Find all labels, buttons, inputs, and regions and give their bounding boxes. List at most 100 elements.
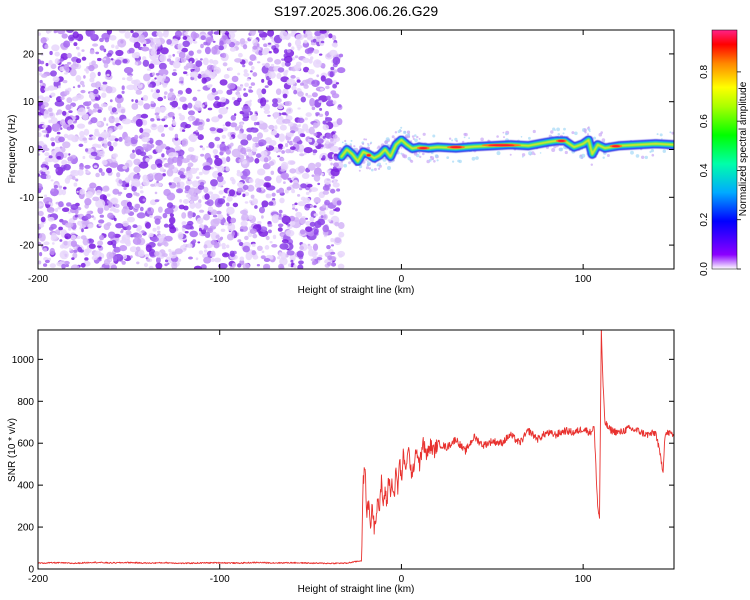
noise-blob	[309, 187, 319, 193]
signal-halo	[419, 155, 422, 159]
noise-blob	[111, 44, 115, 49]
noise-blob	[217, 175, 224, 183]
signal-halo	[436, 159, 439, 162]
noise-blob	[60, 53, 69, 61]
noise-blob	[250, 70, 253, 73]
noise-blob	[268, 124, 275, 130]
spectrogram-xlabel: Height of straight line (km)	[298, 285, 415, 296]
signal-halo	[402, 154, 406, 158]
noise-blob	[45, 62, 49, 67]
signal-halo	[532, 129, 536, 134]
noise-blob	[226, 202, 230, 207]
noise-blob	[90, 82, 98, 88]
noise-blob	[165, 146, 171, 150]
noise-blob	[134, 134, 139, 140]
noise-blob	[50, 70, 57, 77]
noise-blob	[256, 43, 260, 47]
noise-blob	[210, 239, 218, 245]
noise-blob	[49, 50, 53, 56]
noise-blob	[283, 181, 286, 185]
noise-blob	[332, 134, 338, 139]
noise-blob	[259, 47, 264, 51]
signal-halo	[394, 131, 398, 134]
noise-blob	[216, 128, 224, 134]
noise-blob	[38, 183, 43, 189]
signal-halo	[341, 141, 344, 144]
noise-blob	[313, 197, 321, 204]
noise-blob	[276, 72, 282, 79]
noise-blob	[166, 256, 171, 261]
noise-blob	[263, 258, 271, 262]
signal-halo	[451, 139, 454, 142]
noise-blob	[332, 178, 338, 185]
noise-blob	[182, 40, 190, 47]
signal-halo	[480, 137, 484, 142]
noise-blob	[142, 94, 149, 102]
noise-blob	[254, 183, 261, 189]
noise-blob	[229, 136, 233, 140]
noise-blob	[333, 153, 338, 157]
noise-blob	[305, 79, 310, 84]
noise-blob	[237, 239, 242, 243]
noise-blob	[105, 86, 113, 94]
noise-blob	[134, 51, 141, 59]
noise-blob	[329, 145, 340, 153]
spectrogram-ylabel: Frequency (Hz)	[7, 115, 18, 184]
noise-blob	[332, 83, 337, 89]
noise-blob	[297, 107, 301, 110]
noise-blob	[56, 156, 62, 160]
noise-blob	[188, 187, 197, 196]
noise-blob	[118, 179, 123, 184]
noise-blob	[95, 51, 100, 55]
noise-blob	[281, 157, 285, 162]
noise-blob	[251, 66, 255, 70]
noise-blob	[326, 245, 331, 250]
noise-blob	[72, 86, 76, 89]
noise-blob	[97, 240, 104, 246]
noise-blob	[195, 60, 203, 67]
noise-blob	[219, 79, 228, 86]
noise-blob	[277, 155, 281, 158]
noise-blob	[156, 226, 161, 230]
noise-blob	[221, 242, 226, 248]
noise-blob	[154, 172, 164, 182]
noise-blob	[305, 30, 311, 35]
noise-blob	[207, 107, 213, 111]
noise-blob	[291, 46, 295, 51]
noise-blob	[287, 160, 296, 166]
noise-blob	[66, 202, 72, 207]
noise-blob	[131, 185, 137, 192]
noise-blob	[63, 241, 69, 246]
noise-blob	[138, 161, 149, 169]
noise-blob	[89, 71, 96, 80]
noise-blob	[198, 171, 203, 176]
noise-blob	[296, 250, 304, 258]
noise-blob	[85, 69, 89, 74]
noise-blob	[99, 37, 104, 43]
noise-blob	[241, 213, 249, 221]
noise-blob	[92, 108, 98, 113]
noise-blob	[53, 86, 58, 90]
noise-blob	[277, 105, 284, 110]
noise-blob	[49, 112, 54, 117]
noise-blob	[76, 123, 86, 129]
noise-blob	[90, 151, 98, 157]
noise-blob	[199, 121, 203, 125]
noise-blob	[182, 103, 188, 111]
noise-blob	[101, 92, 107, 98]
noise-blob	[184, 231, 189, 234]
spectrogram-ytick-label: 0	[28, 145, 34, 156]
noise-blob	[263, 263, 271, 269]
signal-halo	[353, 145, 356, 148]
noise-blob	[297, 47, 301, 51]
signal-halo	[468, 137, 470, 140]
noise-blob	[114, 59, 122, 66]
noise-blob	[237, 97, 242, 103]
noise-blob	[274, 59, 282, 65]
noise-blob	[148, 232, 154, 238]
signal-halo	[341, 161, 344, 163]
noise-blob	[82, 84, 85, 88]
noise-blob	[336, 188, 341, 192]
signal-halo	[563, 127, 566, 131]
signal-halo	[649, 150, 652, 153]
